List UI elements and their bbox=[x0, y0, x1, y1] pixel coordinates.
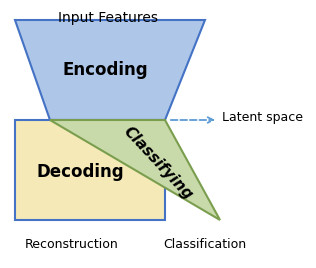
Text: Latent space: Latent space bbox=[222, 110, 303, 124]
Polygon shape bbox=[50, 120, 220, 220]
Text: Classifying: Classifying bbox=[120, 124, 196, 202]
Text: Reconstruction: Reconstruction bbox=[25, 238, 119, 251]
Text: Classification: Classification bbox=[163, 238, 246, 251]
Text: Decoding: Decoding bbox=[36, 163, 124, 181]
Text: Encoding: Encoding bbox=[62, 61, 148, 79]
Text: Input Features: Input Features bbox=[58, 11, 158, 25]
Polygon shape bbox=[15, 120, 165, 220]
Polygon shape bbox=[15, 20, 205, 120]
